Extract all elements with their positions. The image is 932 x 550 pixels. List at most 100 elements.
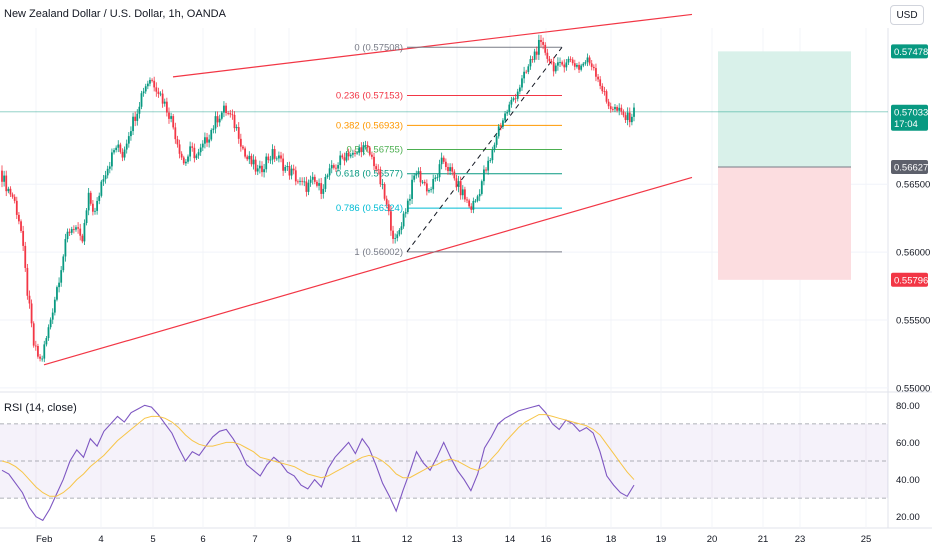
- candle-body: [495, 136, 498, 145]
- candle-body: [332, 165, 335, 168]
- candle-body: [170, 116, 172, 119]
- candle-body: [267, 156, 270, 161]
- fib-trend-line[interactable]: [406, 46, 563, 253]
- candle-body: [288, 166, 291, 176]
- candle-body: [100, 181, 103, 196]
- currency-button[interactable]: USD: [890, 5, 924, 25]
- candle-body: [64, 239, 67, 257]
- time-tick-label: 21: [758, 534, 769, 545]
- candle-body: [377, 169, 380, 171]
- channel-lines[interactable]: [0, 13, 888, 366]
- candle-body: [98, 195, 101, 201]
- candle-body: [622, 111, 625, 116]
- position-zones[interactable]: [718, 51, 851, 280]
- candle-body: [491, 150, 494, 161]
- candle-body: [58, 282, 60, 288]
- channel-upper-line[interactable]: [172, 13, 693, 78]
- candle-body: [214, 116, 217, 129]
- candle-body: [51, 312, 54, 320]
- candle-body: [322, 188, 325, 194]
- candle-body: [159, 93, 162, 95]
- candle-body: [387, 204, 390, 212]
- candle-body: [599, 79, 602, 86]
- candle-body: [280, 155, 282, 159]
- candle-body: [301, 180, 304, 182]
- candle-body: [66, 231, 69, 240]
- candle-body: [271, 149, 274, 160]
- candle-body: [113, 150, 115, 153]
- candle-body: [258, 165, 261, 169]
- candle-body: [208, 139, 211, 143]
- candle-body: [195, 155, 198, 159]
- candle-body: [77, 227, 79, 229]
- rsi-pane[interactable]: RSI (14, close) 80.00 60.00 40.00 20.00: [0, 401, 920, 523]
- candle-body: [504, 113, 506, 121]
- candle-body: [13, 196, 16, 201]
- candle-body: [79, 228, 82, 236]
- candle-body: [178, 144, 181, 154]
- candle-body: [292, 168, 295, 171]
- candle-body: [290, 168, 293, 176]
- candle-body: [119, 144, 122, 152]
- candle-body: [72, 229, 75, 230]
- candle-body: [487, 160, 490, 171]
- candle-body: [624, 115, 627, 121]
- fib-retracement[interactable]: 0 (0.57508) 0.236 (0.57153) 0.382 (0.56933…: [336, 42, 563, 258]
- candle-body: [180, 153, 183, 158]
- time-tick-label: 19: [656, 534, 667, 545]
- candle-body: [571, 59, 574, 64]
- candle-body: [607, 101, 610, 107]
- candle-body: [115, 147, 118, 151]
- candle-body: [68, 231, 71, 233]
- candle-body: [7, 188, 10, 192]
- candle-body: [191, 146, 194, 148]
- candle-body: [189, 146, 192, 157]
- candle-body: [330, 165, 333, 169]
- candle-body: [75, 227, 77, 230]
- candle-body: [299, 180, 301, 182]
- candle-body: [478, 193, 481, 197]
- time-tick-label: 25: [861, 534, 872, 545]
- candle-body: [626, 112, 629, 121]
- candle-body: [567, 58, 570, 63]
- candle-body: [421, 181, 424, 183]
- candle-body: [413, 175, 416, 180]
- candle-body: [60, 270, 63, 283]
- take-profit-zone[interactable]: [718, 51, 851, 167]
- candle-body: [210, 129, 213, 140]
- candle-body: [339, 155, 342, 166]
- candle-body: [459, 181, 462, 196]
- fib-level-label: 0.786 (0.56324): [336, 203, 403, 214]
- channel-lower-line[interactable]: [43, 176, 693, 366]
- candle-body: [398, 230, 401, 235]
- rsi-ma-line[interactable]: [1, 414, 635, 497]
- candle-body: [275, 158, 278, 160]
- candle-body: [284, 166, 287, 171]
- candle-body: [335, 167, 337, 169]
- candle-body: [347, 152, 350, 157]
- candle-body: [294, 170, 297, 182]
- candle-body: [499, 126, 502, 128]
- candle-body: [94, 210, 96, 212]
- candle-body: [508, 104, 511, 113]
- stop-loss-zone[interactable]: [718, 166, 851, 280]
- candle-body: [601, 85, 604, 92]
- candle-body: [453, 171, 456, 179]
- candle-body: [449, 167, 452, 172]
- candle-body: [438, 164, 441, 178]
- candle-body: [297, 181, 299, 183]
- candle-body: [406, 200, 409, 213]
- candle-body: [324, 177, 327, 189]
- candle-body: [474, 200, 477, 202]
- candle-body: [43, 344, 46, 359]
- candle-body: [343, 157, 346, 161]
- candle-body: [497, 126, 500, 137]
- candle-body: [559, 62, 561, 63]
- candle-body: [525, 71, 528, 73]
- candle-body: [493, 144, 496, 151]
- fib-level-label: 0.618 (0.56577): [336, 169, 403, 180]
- rsi-line[interactable]: [1, 404, 635, 522]
- candle-body: [544, 44, 547, 53]
